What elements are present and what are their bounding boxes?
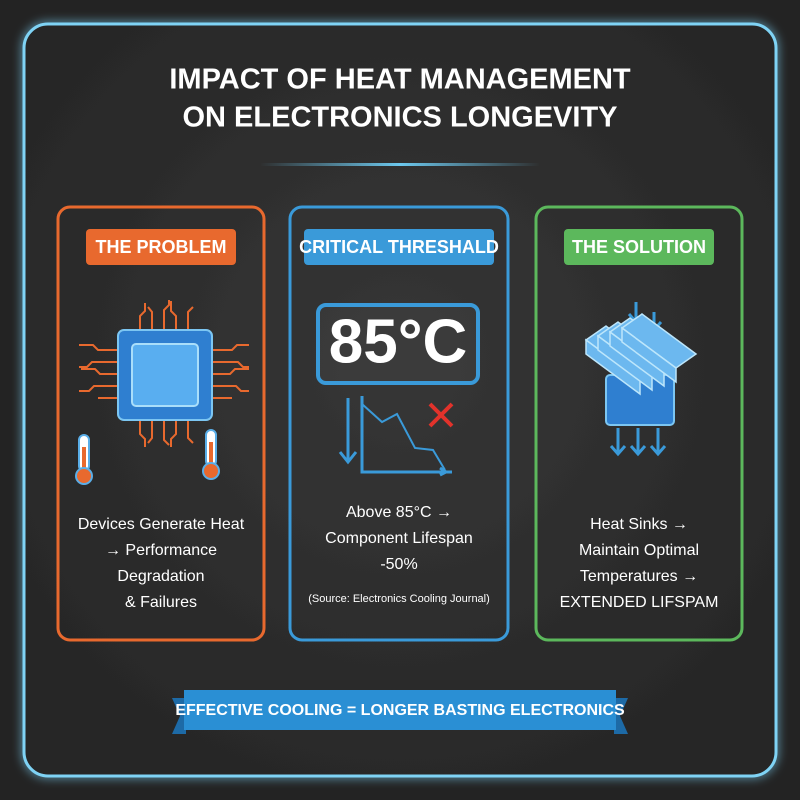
threshold-box	[316, 303, 480, 385]
divider	[260, 163, 540, 166]
panel-text: Maintain Optimal	[579, 542, 699, 559]
banner-ribbon	[172, 690, 628, 734]
panel-heading-bg	[304, 229, 494, 265]
panel	[534, 205, 744, 642]
panel-heading-bg	[564, 229, 714, 265]
panel-text: Component Lifespan	[325, 530, 473, 547]
chip-icon	[79, 300, 249, 447]
panel-text: Heat Sinks →	[590, 516, 688, 533]
banner-text: EFFECTIVE COOLING = LONGER BASTING ELECT…	[175, 702, 625, 719]
panel-text: EXTENDED LIFSPAM	[560, 594, 719, 611]
source-note: (Source: Electronics Cooling Journal)	[308, 593, 490, 605]
panel	[288, 205, 510, 642]
panel-heading: THE PROBLEM	[95, 237, 226, 257]
panel-text: Degradation	[117, 568, 204, 585]
panel-text: Temperatures →	[580, 568, 698, 585]
title-line: IMPACT OF HEAT MANAGEMENT	[169, 64, 631, 96]
panel-text: -50%	[380, 556, 417, 573]
panel-heading: CRITICAL THRESHALD	[299, 237, 499, 257]
panel-heading-bg	[86, 229, 236, 265]
decline-graph-icon	[338, 396, 454, 477]
title-line: ON ELECTRONICS LONGEVITY	[182, 102, 617, 134]
panel-text: Devices Generate Heat	[78, 516, 245, 533]
panel	[56, 205, 266, 642]
panel-text: Above 85°C →	[346, 504, 452, 521]
thermometer-icon	[75, 429, 220, 485]
threshold-value: 85°C	[329, 307, 468, 376]
panel-text: → Performance	[105, 542, 217, 559]
heat-sink-icon	[584, 302, 698, 457]
panel-heading: THE SOLUTION	[572, 237, 706, 257]
frame	[22, 22, 778, 778]
panel-text: & Failures	[125, 594, 197, 611]
